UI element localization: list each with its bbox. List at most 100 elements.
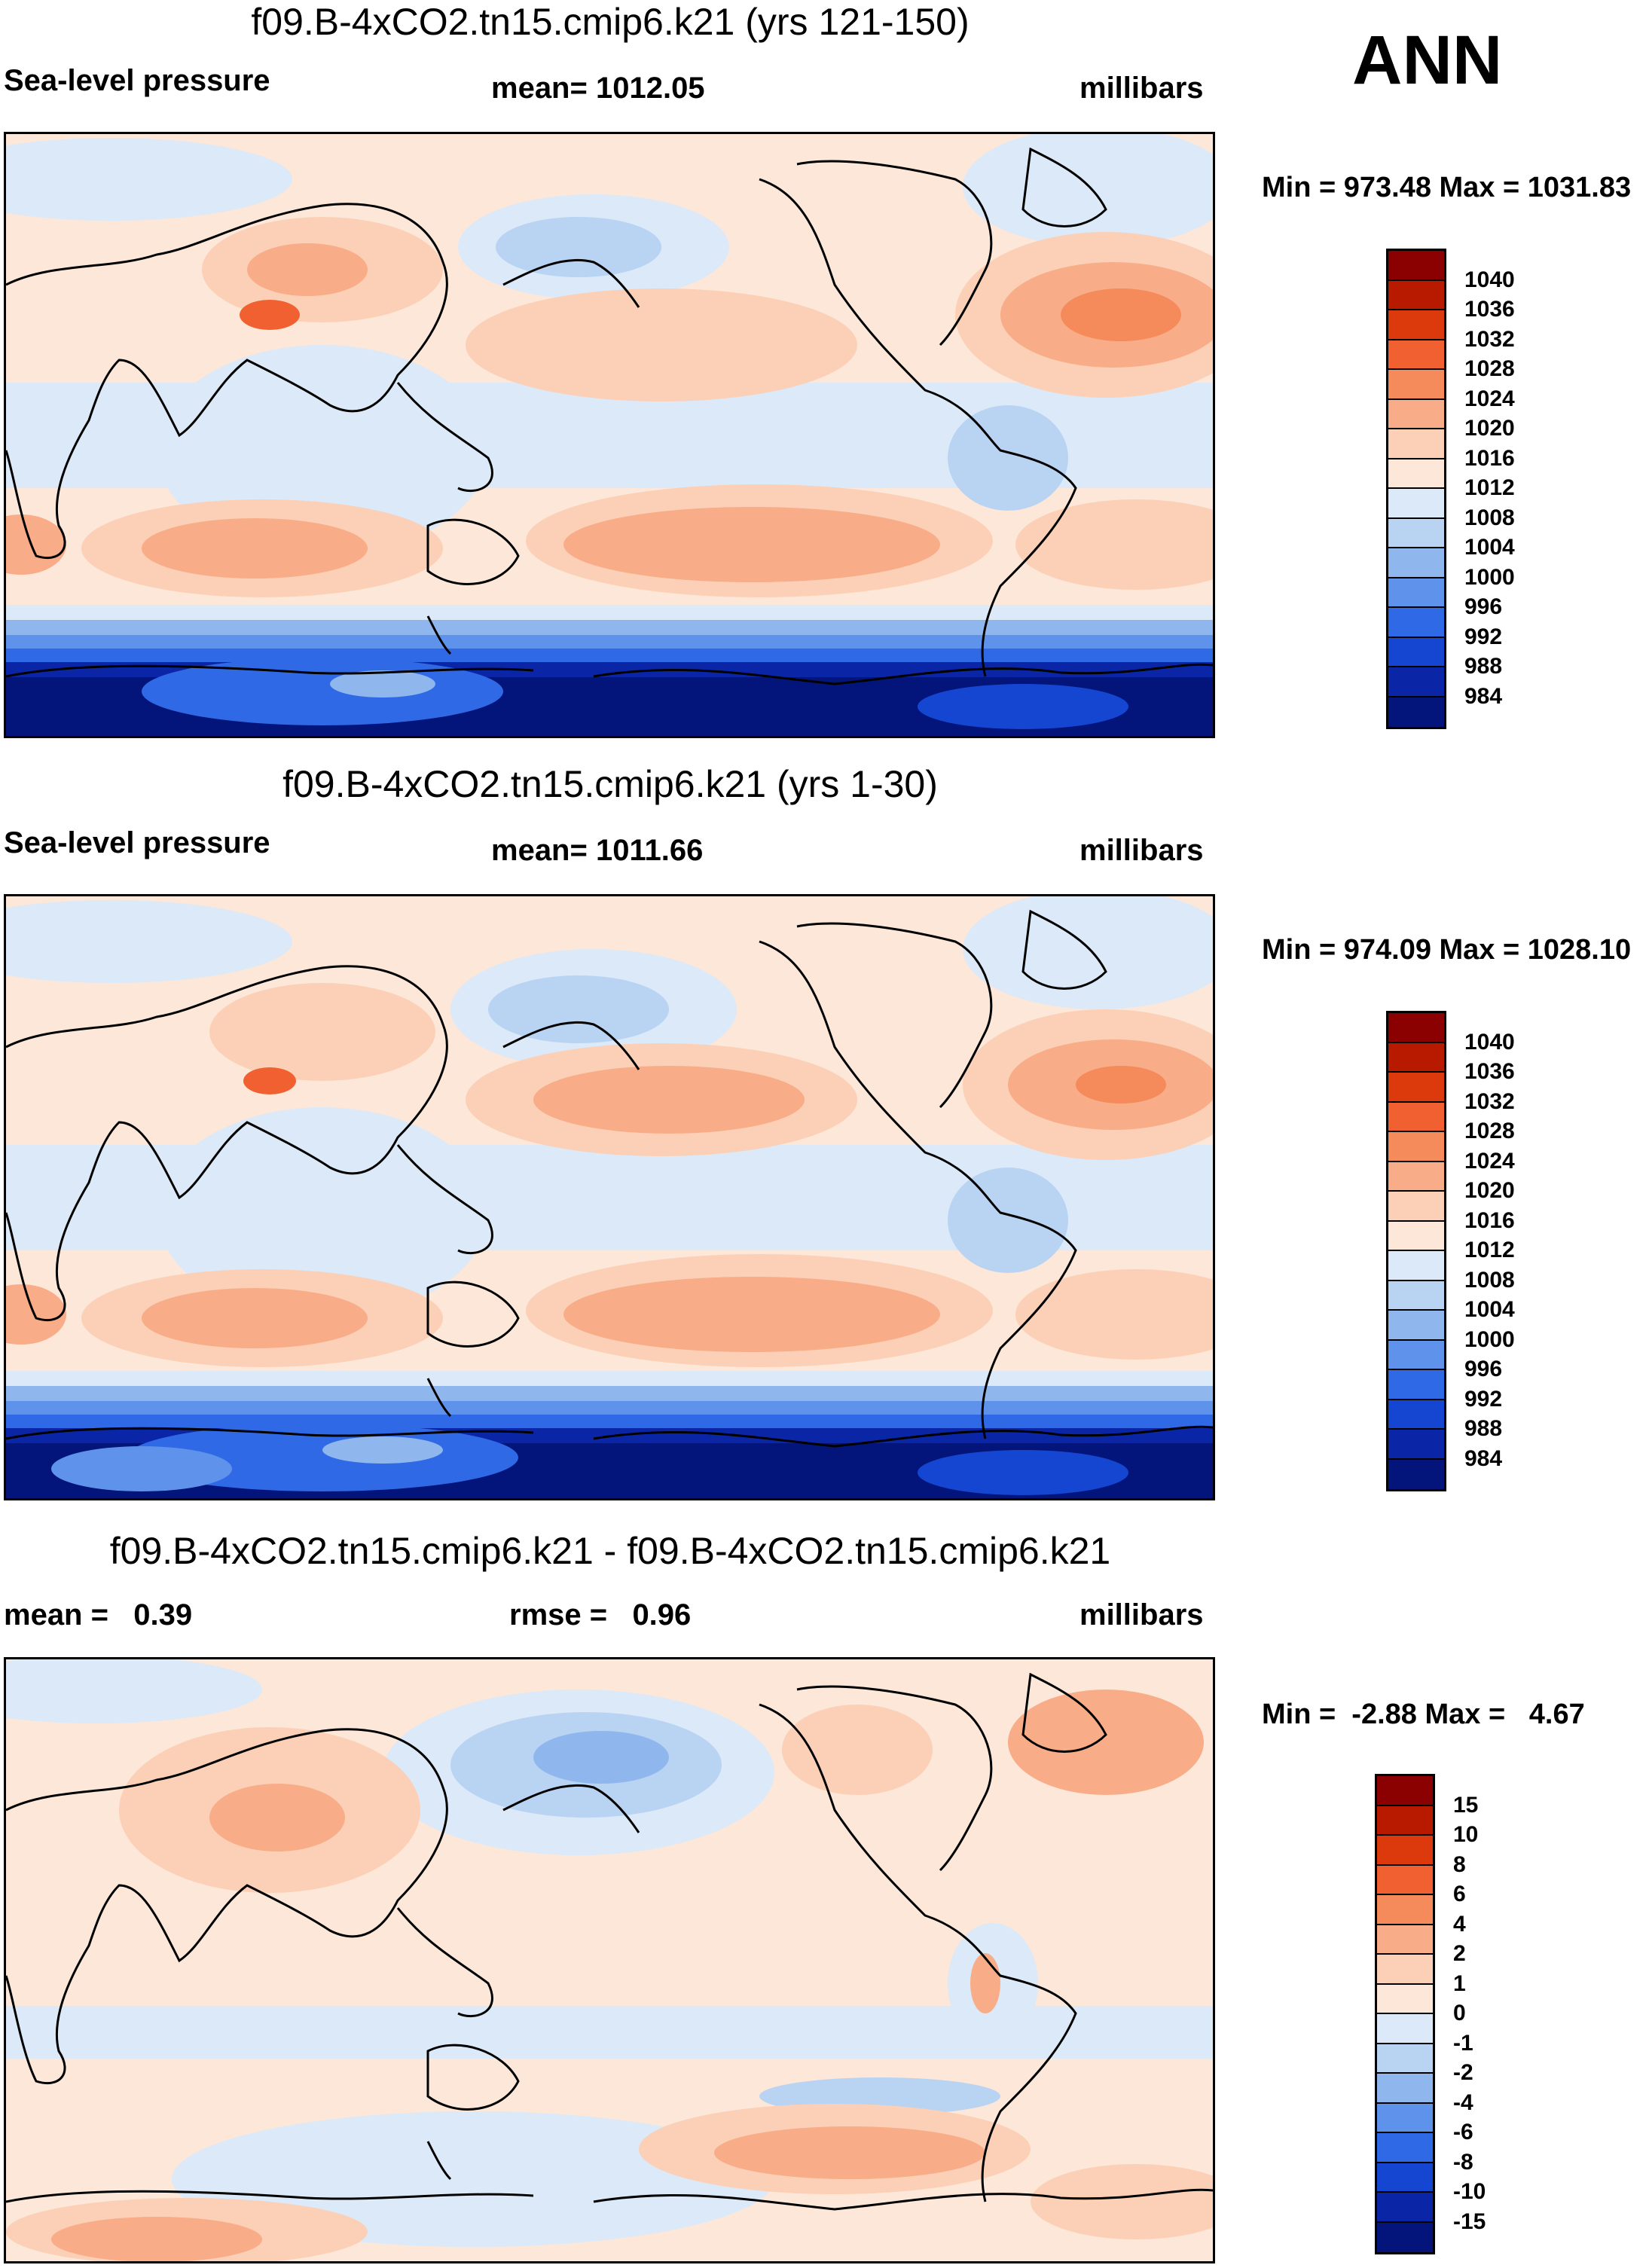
colorbar-swatch — [1388, 459, 1444, 489]
panel-1-contour-field — [6, 134, 1213, 736]
panel-1-colorbar-swatches — [1386, 249, 1446, 729]
colorbar-tick-label: 0 — [1453, 2001, 1466, 2025]
colorbar-tick-label: 988 — [1464, 654, 1503, 679]
colorbar-swatch — [1388, 1192, 1444, 1222]
colorbar-swatch — [1388, 608, 1444, 638]
colorbar-tick-label: 1028 — [1464, 1119, 1515, 1143]
colorbar-swatch — [1388, 340, 1444, 370]
panel-2-title: f09.B-4xCO2.tn15.cmip6.k21 (yrs 1-30) — [282, 763, 938, 805]
colorbar-swatch — [1388, 1311, 1444, 1341]
colorbar-tick-label: 1024 — [1464, 1148, 1515, 1174]
colorbar-swatch — [1377, 2074, 1433, 2104]
colorbar-tick-label: 4 — [1453, 1911, 1466, 1937]
colorbar-swatch — [1377, 2103, 1433, 2133]
panel-1-minmax: Min = 973.48 Max = 1031.83 — [1262, 172, 1632, 203]
colorbar-tick-label: 1020 — [1464, 1178, 1515, 1203]
colorbar-tick-label: -6 — [1453, 2120, 1473, 2144]
colorbar-tick-label: -2 — [1453, 2060, 1473, 2085]
colorbar-swatch — [1388, 429, 1444, 459]
colorbar-swatch — [1388, 1281, 1444, 1311]
colorbar-swatch — [1388, 697, 1444, 727]
colorbar-swatch — [1377, 2193, 1433, 2223]
colorbar-swatch — [1388, 489, 1444, 519]
colorbar-tick-label: 10 — [1453, 1822, 1479, 1847]
coastlines — [6, 147, 1213, 685]
colorbar-swatch — [1388, 1132, 1444, 1162]
colorbar-tick-label: 1036 — [1464, 1059, 1515, 1084]
colorbar-tick-label: 15 — [1453, 1792, 1479, 1818]
colorbar-tick-label: 988 — [1464, 1416, 1503, 1441]
colorbar-swatch — [1377, 2044, 1433, 2074]
panel-2-colorbar: 1040 1036 1032 1028 1024 1020 1016 1012 1008 1004… — [1386, 1011, 1537, 1493]
colorbar-tick-label: 984 — [1464, 1445, 1503, 1471]
colorbar-tick-label: 1016 — [1464, 445, 1515, 471]
colorbar-swatch — [1388, 251, 1444, 281]
colorbar-swatch — [1388, 637, 1444, 667]
coastlines — [6, 909, 1213, 1448]
season-label: ANN — [1352, 22, 1503, 99]
colorbar-swatch — [1388, 1430, 1444, 1460]
colorbar-swatch — [1388, 280, 1444, 310]
colorbar-swatch — [1388, 1073, 1444, 1103]
colorbar-swatch — [1388, 1102, 1444, 1132]
colorbar-tick-label: 8 — [1453, 1851, 1466, 1877]
colorbar-swatch — [1388, 310, 1444, 340]
colorbar-tick-label: 1028 — [1464, 356, 1515, 381]
panel-1-units-label: millibars — [1079, 72, 1204, 105]
coastlines — [6, 1672, 1213, 2211]
panel-3-rmse-label: rmse = 0.96 — [509, 1598, 692, 1632]
panel-2-variable-label: Sea-level pressure — [4, 826, 270, 859]
colorbar-swatch — [1388, 518, 1444, 548]
panel-1-title: f09.B-4xCO2.tn15.cmip6.k21 (yrs 121-150) — [251, 1, 970, 43]
colorbar-swatch — [1388, 1042, 1444, 1073]
colorbar-tick-label: 1032 — [1464, 326, 1515, 352]
colorbar-tick-label: -15 — [1453, 2208, 1486, 2234]
colorbar-tick-label: 1008 — [1464, 1267, 1515, 1293]
colorbar-swatch — [1388, 1370, 1444, 1400]
colorbar-swatch — [1377, 1895, 1433, 1925]
panel-2-map — [4, 894, 1215, 1500]
colorbar-tick-label: 6 — [1453, 1882, 1466, 1906]
colorbar-tick-label: -4 — [1453, 2089, 1473, 2115]
colorbar-swatch — [1388, 1400, 1444, 1430]
panel-2-units-label: millibars — [1079, 834, 1204, 867]
panel-3-colorbar-swatches — [1375, 1774, 1435, 2254]
colorbar-tick-label: 984 — [1464, 683, 1503, 709]
colorbar-tick-label: 2 — [1453, 1941, 1466, 1966]
colorbar-swatch — [1388, 399, 1444, 429]
colorbar-swatch — [1388, 1161, 1444, 1192]
colorbar-swatch — [1377, 2133, 1433, 2163]
panel-3-title: f09.B-4xCO2.tn15.cmip6.k21 - f09.B-4xCO2… — [109, 1530, 1111, 1572]
panel-1-mean-label: mean= 1012.05 — [491, 72, 705, 105]
panel-2-mean-label: mean= 1011.66 — [491, 834, 704, 867]
panel-3-mean-label: mean = 0.39 — [4, 1598, 193, 1632]
colorbar-swatch — [1377, 1776, 1433, 1806]
panel-3-contour-field — [6, 1659, 1213, 2261]
colorbar-tick-label: 1008 — [1464, 505, 1515, 530]
colorbar-swatch — [1377, 1806, 1433, 1836]
colorbar-swatch — [1388, 1459, 1444, 1489]
colorbar-tick-label: 1016 — [1464, 1207, 1515, 1233]
colorbar-swatch — [1377, 1865, 1433, 1895]
colorbar-tick-label: 1040 — [1464, 1029, 1515, 1055]
panel-2-contour-field — [6, 896, 1213, 1498]
panel-3-colorbar: 15 10 8 6 4 2 1 0 -1 -2 -4 -6 -8 -10 -15 — [1375, 1774, 1525, 2256]
panel-2-minmax: Min = 974.09 Max = 1028.10 — [1262, 934, 1632, 966]
panel-1-map — [4, 132, 1215, 738]
colorbar-tick-label: -10 — [1453, 2179, 1486, 2204]
colorbar-tick-label: -8 — [1453, 2149, 1473, 2175]
colorbar-swatch — [1388, 370, 1444, 400]
panel-3-units-label: millibars — [1079, 1598, 1204, 1632]
colorbar-tick-label: 1040 — [1464, 267, 1515, 292]
colorbar-tick-label: 1012 — [1464, 1238, 1515, 1262]
colorbar-tick-label: 996 — [1464, 594, 1503, 619]
colorbar-tick-label: 1004 — [1464, 1297, 1515, 1322]
colorbar-tick-label: -1 — [1453, 2030, 1473, 2056]
colorbar-swatch — [1388, 548, 1444, 578]
colorbar-tick-label: 992 — [1464, 1386, 1503, 1412]
colorbar-swatch — [1388, 1340, 1444, 1370]
colorbar-tick-label: 1020 — [1464, 416, 1515, 441]
colorbar-swatch — [1377, 1955, 1433, 1985]
colorbar-swatch — [1388, 1013, 1444, 1043]
colorbar-tick-label: 1024 — [1464, 386, 1515, 411]
